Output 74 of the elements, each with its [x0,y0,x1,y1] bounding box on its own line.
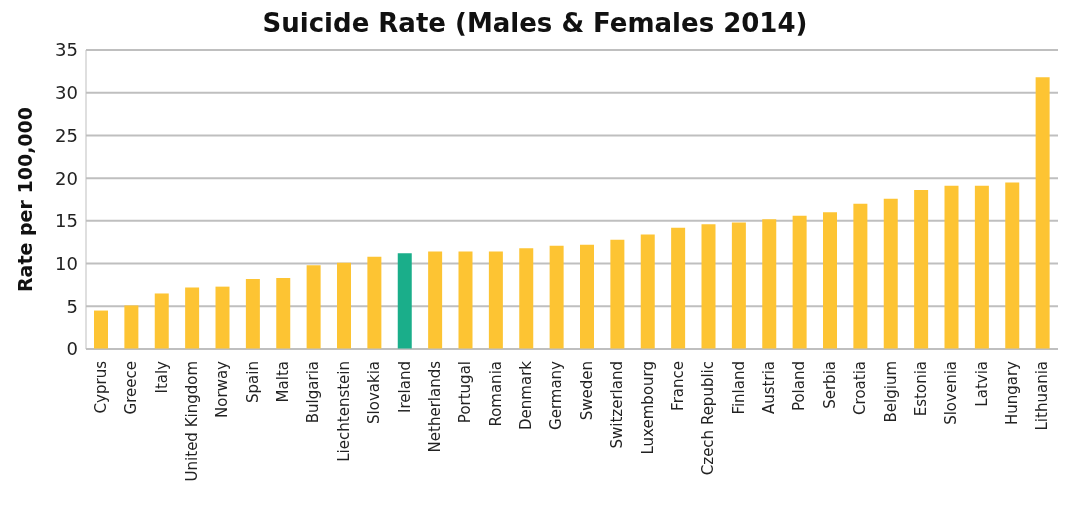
x-tick-label: Belgium [881,361,900,423]
y-tick-label: 5 [66,295,78,317]
bar [731,222,746,349]
x-tick-label: Sweden [577,361,596,421]
bar [94,310,108,349]
x-tick-label: Switzerland [608,361,627,449]
chart-title: Suicide Rate (Males & Females 2014) [261,8,809,38]
y-tick-label: 35 [55,39,78,61]
x-tick-label: Denmark [517,360,536,430]
bar [762,219,777,349]
x-tick-label: Finland [729,361,748,415]
bar [792,215,807,349]
bar [458,251,473,349]
x-tick-label: Croatia [851,361,870,415]
bar [124,305,139,349]
bar [1005,182,1020,349]
x-tick-label: United Kingdom [182,361,201,482]
bar [914,190,929,349]
x-tick-label: Romania [486,361,505,427]
x-tick-label: Portugal [456,361,475,424]
bar [671,227,686,349]
x-tick-label: Austria [760,361,779,414]
bar [276,278,291,349]
x-tick-label: France [668,361,687,411]
y-tick-label: 25 [55,124,78,146]
x-tick-label: Serbia [820,361,839,409]
bar [853,203,868,349]
bar [397,253,412,349]
bar [640,234,655,349]
bar [549,245,564,349]
x-tick-label: Lithuania [1033,361,1052,431]
bar [580,244,594,349]
x-tick-label: Bulgaria [304,361,323,424]
bar [488,251,503,349]
y-tick-label: 10 [55,252,78,274]
y-tick-label: 30 [55,82,78,104]
x-tick-label: Malta [274,361,293,403]
x-tick-label: Netherlands [425,360,444,453]
x-tick-label: Norway [213,360,232,418]
bar [1035,77,1050,349]
bar [610,239,625,349]
x-tick-label: Estonia [911,361,930,417]
bar [367,256,382,349]
x-tick-label: Liechtenstein [334,361,353,462]
x-tick-label: Spain [243,361,262,403]
bar [306,265,321,349]
bar [154,293,169,349]
bar [185,287,200,349]
x-tick-label: Luxembourg [638,361,657,455]
bar [883,198,898,349]
y-axis-title: Rate per 100,000 [13,106,36,293]
y-tick-label: 20 [55,167,78,189]
bar [944,185,959,349]
bar [974,185,989,349]
bar [701,224,716,349]
bar [245,278,260,349]
x-tick-label: Ireland [395,361,414,413]
bar [519,248,534,349]
bar [428,251,443,349]
bar [215,286,230,349]
x-tick-label: Hungary [1003,360,1022,426]
x-tick-label: Greece [122,361,141,415]
x-tick-label: Slovakia [365,361,384,424]
x-tick-label: Cyprus [91,360,110,414]
bar [337,262,351,349]
x-tick-label: Slovenia [942,361,961,425]
x-tick-label: Italy [152,360,171,394]
x-tick-label: Czech Republic [699,361,718,476]
y-tick-label: 0 [66,338,78,360]
x-tick-label: Germany [547,360,566,430]
x-tick-label: Poland [790,361,809,412]
x-tick-label: Latvia [972,361,991,407]
bar [823,212,837,349]
y-tick-label: 15 [55,210,78,232]
